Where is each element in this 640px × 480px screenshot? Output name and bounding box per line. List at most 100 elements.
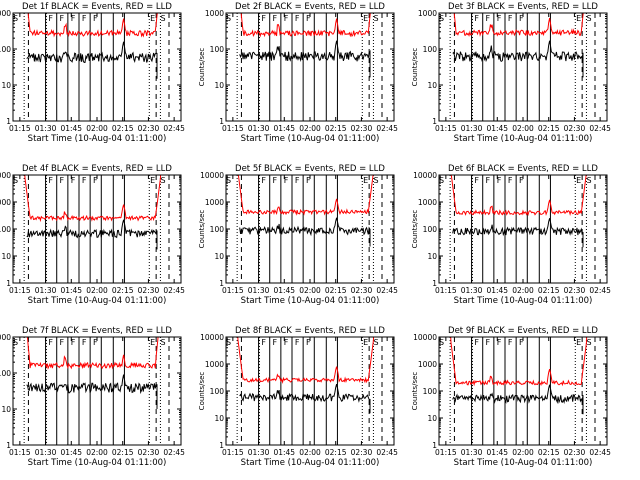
x-tick-label: 02:00 [86,448,108,457]
y-tick-label: 10 [214,414,224,423]
y-tick-label: 1000 [0,9,11,18]
x-tick-label: 02:45 [589,124,611,133]
x-tick-label: 02:45 [376,124,398,133]
x-tick-label: 02:00 [299,286,321,295]
y-tick-label: 1 [219,117,224,126]
x-axis-label: Start Time (10-Aug-04 01:11:00) [241,296,380,306]
state-label: F [497,14,502,23]
x-tick-label: 01:30 [461,124,483,133]
detector-chart-2: Det 2f BLACK = Events, RED = LLD Counts/s… [198,2,398,144]
x-axis-label: Start Time (10-Aug-04 01:11:00) [454,458,593,468]
y-axis-label: Counts/sec [411,48,419,87]
state-label: S [439,338,444,347]
x-tick-label: 01:30 [248,286,270,295]
chart-title: Det 1f BLACK = Events, RED = LLD [22,2,172,12]
state-label: F [508,176,513,185]
y-tick-label: 10 [1,252,11,261]
y-tick-label: 1000 [205,198,224,207]
state-label: F [284,14,289,23]
state-label: F [82,14,87,23]
y-tick-label: 100 [0,369,11,378]
x-tick-label: 01:30 [35,124,57,133]
x-tick-label: 02:00 [299,448,321,457]
state-label: F [60,14,65,23]
state-label: E [363,338,368,347]
state-label: S [226,338,231,347]
state-label: F [519,14,524,23]
x-tick-label: 02:15 [538,124,560,133]
x-tick-label: 02:30 [138,124,160,133]
state-label: F [295,338,300,347]
x-axis-label: Start Time (10-Aug-04 01:11:00) [241,134,380,144]
state-label: F [261,338,266,347]
y-axis-label: Counts/sec [198,372,206,411]
state-label: F [82,176,87,185]
y-tick-label: 10 [214,252,224,261]
y-tick-label: 1000 [205,9,224,18]
x-tick-label: 02:00 [86,286,108,295]
x-tick-label: 02:30 [351,448,373,457]
x-axis-label: Start Time (10-Aug-04 01:11:00) [28,134,167,144]
x-tick-label: 02:30 [351,286,373,295]
chart-title: Det 4f BLACK = Events, RED = LLD [22,164,172,174]
series-line-1 [453,13,584,37]
y-tick-label: 1000 [0,333,11,342]
detector-chart-6: Det 6f BLACK = Events, RED = LLD Counts/s… [411,164,611,306]
y-axis-label: Counts/sec [411,210,419,249]
series-line-1 [26,337,159,370]
x-tick-label: 02:15 [112,286,134,295]
state-label: S [439,176,444,185]
state-label: F [273,176,278,185]
series-line-2 [26,41,158,79]
y-axis-label: Counts/sec [198,48,206,87]
x-axis-label: Start Time (10-Aug-04 01:11:00) [454,134,593,144]
state-label: E [576,176,581,185]
state-label: S [586,176,591,185]
state-label: F [93,338,98,347]
state-label: F [497,176,502,185]
series-line-2 [452,384,584,415]
series-line-2 [239,217,371,247]
x-tick-label: 02:30 [138,448,160,457]
x-tick-label: 01:30 [248,448,270,457]
y-tick-label: 1000 [418,198,437,207]
x-tick-label: 02:30 [564,124,586,133]
state-label: S [13,14,18,23]
series-line-2 [239,40,371,78]
state-label: F [306,14,311,23]
y-tick-label: 100 [210,45,225,54]
state-label: F [60,176,65,185]
state-label: F [71,176,76,185]
y-tick-label: 10000 [200,333,224,342]
state-label: S [586,14,591,23]
x-tick-label: 01:45 [60,286,82,295]
state-label: S [373,14,378,23]
state-label: F [48,176,53,185]
y-tick-label: 10 [427,81,437,90]
x-tick-label: 02:15 [112,124,134,133]
state-label: F [273,14,278,23]
chart-title: Det 7f BLACK = Events, RED = LLD [22,326,172,336]
x-tick-label: 02:15 [325,448,347,457]
x-tick-label: 02:45 [376,286,398,295]
state-label: E [150,176,155,185]
y-tick-label: 10 [214,81,224,90]
state-label: E [150,338,155,347]
y-tick-label: 1 [219,279,224,288]
state-label: F [474,338,479,347]
x-tick-label: 02:30 [564,448,586,457]
x-tick-label: 02:00 [86,124,108,133]
state-label: F [486,338,491,347]
state-label: S [160,176,165,185]
x-axis-label: Start Time (10-Aug-04 01:11:00) [454,296,593,306]
series-line-2 [239,383,371,414]
x-tick-label: 02:30 [564,286,586,295]
x-tick-label: 02:15 [325,286,347,295]
y-tick-label: 1 [219,441,224,450]
state-label: F [60,338,65,347]
x-axis-label: Start Time (10-Aug-04 01:11:00) [241,458,380,468]
x-tick-label: 02:15 [538,448,560,457]
x-tick-label: 01:15 [435,286,457,295]
state-label: F [474,176,479,185]
series-line-2 [452,218,584,248]
